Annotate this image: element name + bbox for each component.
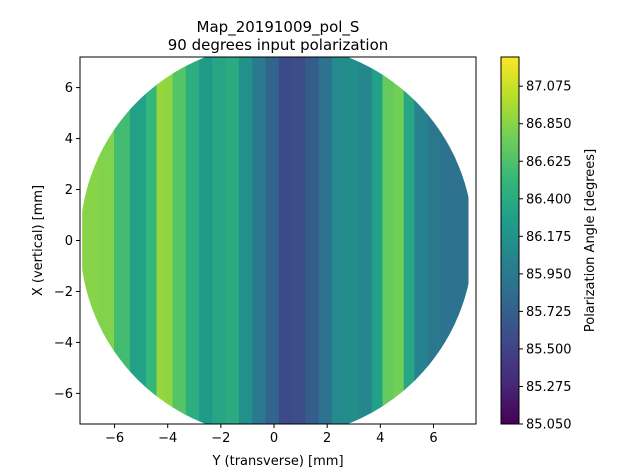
- colorbar-label: Polarization Angle [degrees]: [583, 149, 598, 332]
- map-band: [440, 57, 456, 424]
- colorbar-tick-label: 85.275: [526, 380, 572, 395]
- colorbar-tick-label: 85.500: [526, 342, 572, 357]
- x-tick-label: 6: [429, 431, 437, 446]
- map-band: [82, 57, 100, 424]
- x-tick-label: −4: [158, 431, 177, 446]
- map-band: [199, 57, 214, 424]
- colorbar: [500, 56, 520, 425]
- y-tick-label: −4: [54, 336, 73, 351]
- map-band: [292, 57, 307, 424]
- map-band: [403, 57, 416, 424]
- map-band: [185, 57, 201, 424]
- map-band: [393, 57, 405, 424]
- map-band: [164, 57, 174, 424]
- chart-subtitle: 90 degrees input polarization: [168, 36, 389, 54]
- x-tick-label: 2: [323, 431, 331, 446]
- map-band: [382, 57, 395, 424]
- map-band: [427, 57, 442, 424]
- map-band: [305, 57, 320, 424]
- map-band: [414, 57, 429, 424]
- map-band: [265, 57, 280, 424]
- colorbar-tick-label: 86.175: [526, 230, 572, 245]
- map-band: [252, 57, 267, 424]
- map-band: [318, 57, 333, 424]
- map-band: [238, 57, 254, 424]
- map-band: [129, 57, 147, 424]
- colorbar-tick-label: 86.625: [526, 155, 572, 170]
- colorbar-tick-label: 85.725: [526, 305, 572, 320]
- map-band: [278, 57, 294, 424]
- y-tick-label: 4: [65, 132, 73, 147]
- y-axis-ticks: −6 −4 −2 0 2 4 6: [54, 81, 80, 402]
- polarization-map: [82, 57, 469, 424]
- plot-area: [82, 57, 469, 424]
- colorbar-tick-label: 85.050: [526, 418, 572, 433]
- colorbar-tick-label: 86.400: [526, 192, 572, 207]
- map-band: [358, 57, 373, 424]
- y-tick-label: −2: [54, 285, 73, 300]
- map-band: [454, 57, 469, 424]
- x-tick-label: −2: [211, 431, 230, 446]
- x-tick-label: 4: [376, 431, 384, 446]
- y-axis-label: X (vertical) [mm]: [31, 185, 46, 296]
- map-band: [98, 57, 116, 424]
- map-band: [371, 57, 384, 424]
- x-tick-label: 0: [270, 431, 278, 446]
- x-axis-label: Y (transverse) [mm]: [211, 454, 343, 469]
- map-band: [172, 57, 187, 424]
- map-band: [331, 57, 347, 424]
- x-axis-ticks: −6 −4 −2 0 2 4 6: [105, 424, 438, 446]
- y-tick-label: 6: [65, 81, 73, 96]
- map-band: [145, 57, 158, 424]
- colorbar-tick-label: 87.075: [526, 80, 572, 95]
- y-tick-label: 2: [65, 183, 73, 198]
- chart-title: Map_20191009_pol_S: [197, 18, 360, 37]
- map-band: [156, 57, 166, 424]
- map-band: [114, 57, 131, 424]
- colorbar-tick-label: 85.950: [526, 267, 572, 282]
- colorbar-tick-label: 86.850: [526, 117, 572, 132]
- y-tick-label: 0: [65, 234, 73, 249]
- y-tick-label: −6: [54, 387, 73, 402]
- map-band: [225, 57, 240, 424]
- colorbar-ticks: 85.050 85.275 85.500 85.725 85.950 86.175 86.4…: [519, 80, 572, 433]
- map-band: [212, 57, 227, 424]
- x-tick-label: −6: [105, 431, 124, 446]
- map-band: [345, 57, 360, 424]
